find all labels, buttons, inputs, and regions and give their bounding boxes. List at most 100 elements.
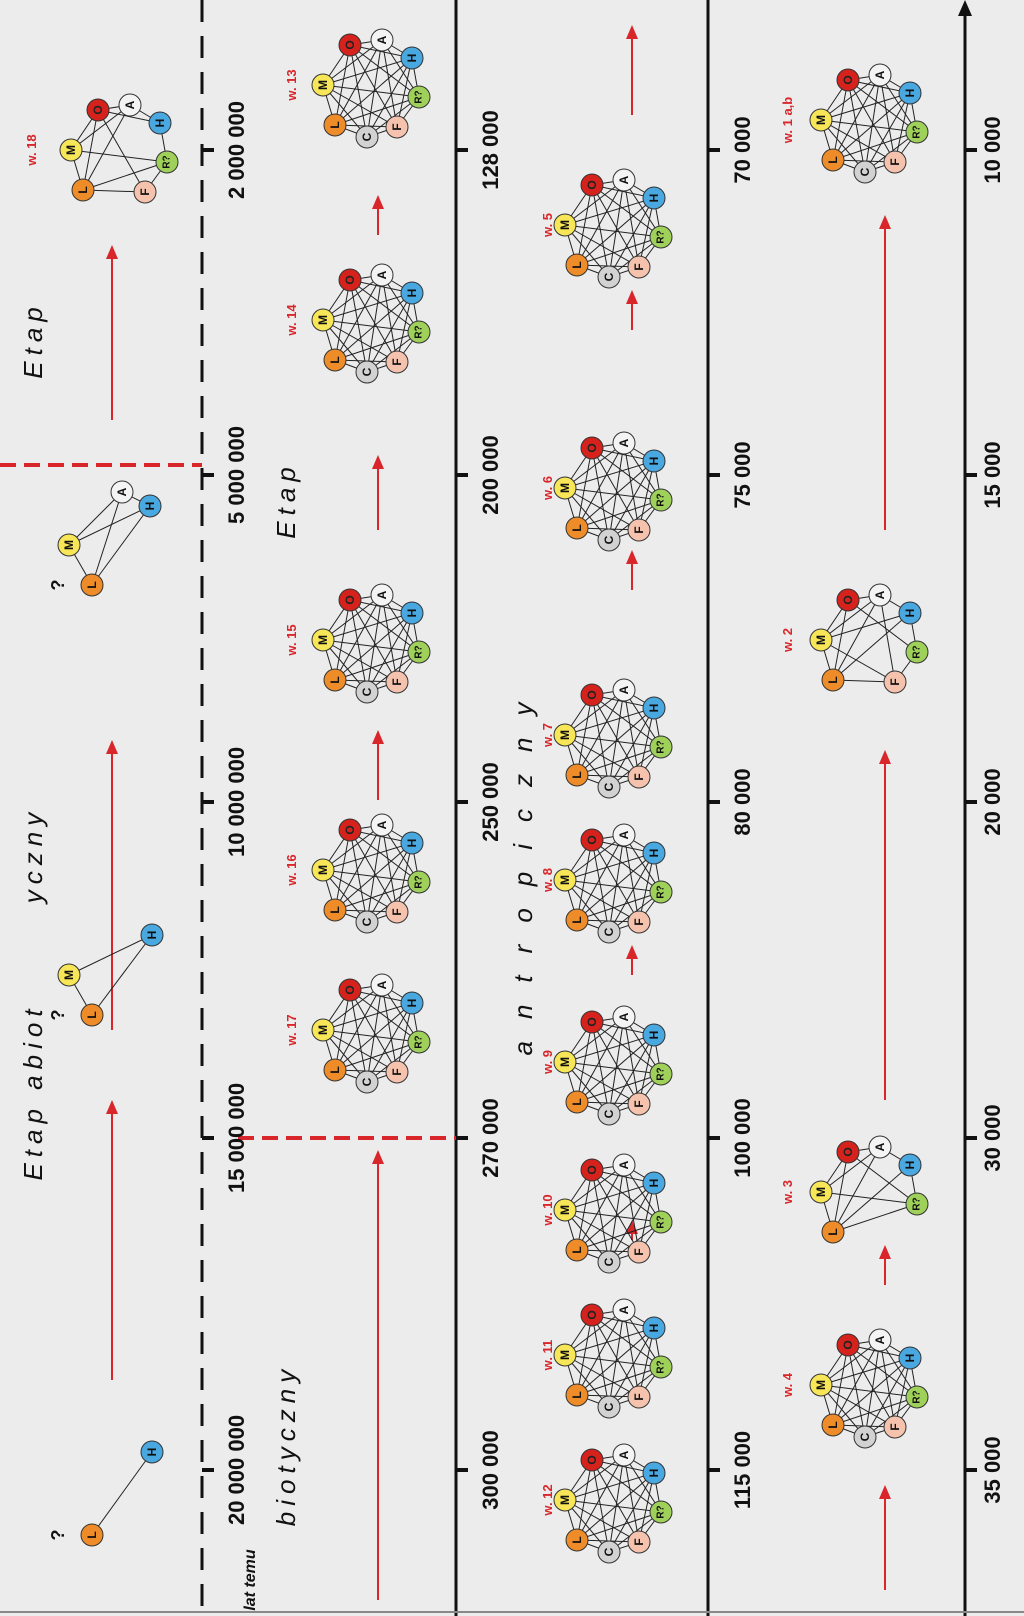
node-a: A xyxy=(118,93,142,117)
svg-text:R?: R? xyxy=(912,1390,923,1403)
svg-text:H: H xyxy=(647,1324,661,1333)
svg-text:F: F xyxy=(632,1538,646,1545)
svg-text:C: C xyxy=(602,535,616,544)
flow-arrow xyxy=(879,1245,891,1285)
flow-arrow xyxy=(372,1150,384,1600)
tick-label-band1-4: 2 000 000 xyxy=(224,101,249,199)
node-m: M xyxy=(553,213,577,237)
svg-text:C: C xyxy=(602,1547,616,1556)
svg-text:M: M xyxy=(64,145,78,155)
network-graph: L M O A H R? F Cw. 12 xyxy=(540,1443,673,1564)
node-m: M xyxy=(57,963,81,987)
node-r: R? xyxy=(407,85,431,109)
svg-text:O: O xyxy=(585,1455,599,1464)
svg-text:A: A xyxy=(375,270,389,279)
svg-text:A: A xyxy=(617,685,631,694)
node-o: O xyxy=(580,1448,604,1472)
node-l: L xyxy=(565,1383,589,1407)
node-o: O xyxy=(580,436,604,460)
tick-label-band4-3: 15 000 xyxy=(980,441,1005,508)
node-c: C xyxy=(597,1395,621,1419)
svg-text:C: C xyxy=(360,917,374,926)
svg-text:F: F xyxy=(390,1068,404,1075)
tick-label-band3-2: 80 000 xyxy=(730,768,755,835)
svg-text:R?: R? xyxy=(912,125,923,138)
node-f: F xyxy=(133,180,157,204)
svg-text:C: C xyxy=(602,272,616,281)
svg-text:R?: R? xyxy=(656,1067,667,1080)
node-a: A xyxy=(612,1153,636,1177)
node-a: A xyxy=(370,28,394,52)
stage-label: w. 3 xyxy=(780,1180,795,1205)
svg-text:O: O xyxy=(343,595,357,604)
node-a: A xyxy=(612,1005,636,1029)
svg-text:C: C xyxy=(360,367,374,376)
node-o: O xyxy=(338,588,362,612)
svg-text:R?: R? xyxy=(656,740,667,753)
svg-text:A: A xyxy=(617,175,631,184)
svg-text:O: O xyxy=(585,1017,599,1026)
node-r: R? xyxy=(649,1210,673,1234)
svg-text:M: M xyxy=(814,115,828,125)
node-m: M xyxy=(553,476,577,500)
tick-label-band2-3: 200 000 xyxy=(478,435,503,515)
node-h: H xyxy=(138,494,162,518)
node-c: C xyxy=(355,680,379,704)
svg-text:R?: R? xyxy=(656,1215,667,1228)
flow-arrow xyxy=(106,740,118,1030)
node-f: F xyxy=(385,900,409,924)
network-graph: L M O A H R? F Cw. 5 xyxy=(540,168,673,289)
svg-text:O: O xyxy=(343,985,357,994)
svg-text:L: L xyxy=(570,1098,584,1105)
svg-text:F: F xyxy=(632,918,646,925)
svg-text:H: H xyxy=(647,457,661,466)
svg-text:C: C xyxy=(602,1109,616,1118)
svg-text:A: A xyxy=(617,438,631,447)
node-h: H xyxy=(642,1171,666,1195)
node-o: O xyxy=(338,818,362,842)
svg-text:H: H xyxy=(405,839,419,848)
svg-text:C: C xyxy=(360,687,374,696)
svg-text:R?: R? xyxy=(656,230,667,243)
svg-text:L: L xyxy=(85,1011,99,1018)
node-m: M xyxy=(553,1050,577,1074)
node-c: C xyxy=(355,360,379,384)
tick-label-band3-3: 75 000 xyxy=(730,441,755,508)
svg-text:F: F xyxy=(632,773,646,780)
svg-text:H: H xyxy=(405,54,419,63)
node-o: O xyxy=(338,268,362,292)
node-o: O xyxy=(836,1140,860,1164)
tick-label-band1-0: 20 000 000 xyxy=(224,1415,249,1525)
node-h: H xyxy=(898,81,922,105)
node-l: L xyxy=(565,253,589,277)
stage-title-abiotic-part2: yczny xyxy=(18,807,48,905)
node-a: A xyxy=(612,1443,636,1467)
svg-text:L: L xyxy=(328,356,342,363)
svg-text:M: M xyxy=(316,1025,330,1035)
node-o: O xyxy=(836,68,860,92)
svg-text:C: C xyxy=(602,927,616,936)
node-c: C xyxy=(597,1102,621,1126)
stage-titles: Etap abiot yczny Etap biotyczny Etap ant… xyxy=(18,301,538,1526)
svg-text:R?: R? xyxy=(656,885,667,898)
node-c: C xyxy=(597,775,621,799)
stage-label: w. 9 xyxy=(540,1050,555,1075)
network-graph: L M O A H R? F Cw. 16 xyxy=(284,813,431,934)
svg-text:F: F xyxy=(390,908,404,915)
svg-text:F: F xyxy=(390,678,404,685)
node-r: R? xyxy=(649,880,673,904)
node-o: O xyxy=(580,1010,604,1034)
svg-text:F: F xyxy=(632,263,646,270)
node-f: F xyxy=(883,1415,907,1439)
node-f: F xyxy=(385,115,409,139)
node-h: H xyxy=(642,186,666,210)
svg-text:H: H xyxy=(903,609,917,618)
node-f: F xyxy=(627,910,651,934)
node-o: O xyxy=(580,828,604,852)
svg-text:A: A xyxy=(123,100,137,109)
stage-label: w. 1 a,b xyxy=(780,97,795,145)
node-r: R? xyxy=(905,120,929,144)
svg-text:H: H xyxy=(145,1448,159,1457)
node-a: A xyxy=(612,678,636,702)
